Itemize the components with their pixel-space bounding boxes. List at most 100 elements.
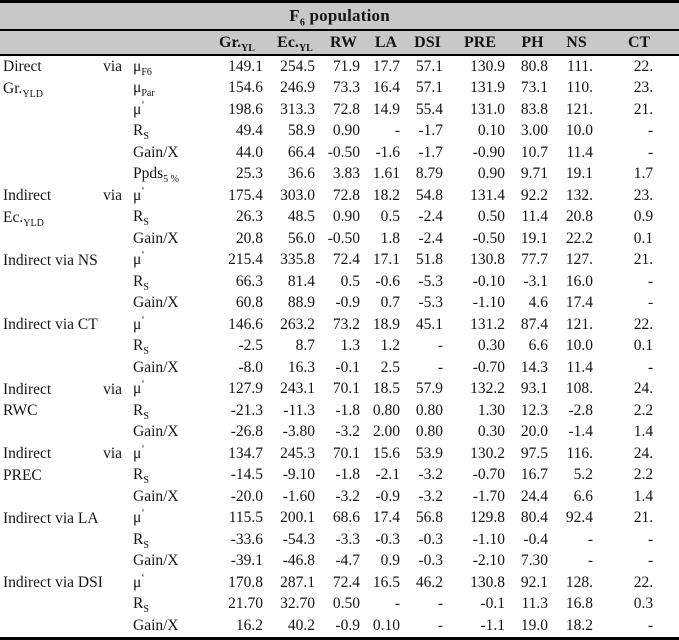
- table-row: μʻ 198.6 313.3 72.8 14.9 55.4 131.0 83.8 121. 21.: [0, 99, 679, 121]
- value-cell-dsi: 51.8: [415, 251, 443, 269]
- value-cell-ph: 11.4: [521, 208, 548, 226]
- table-row: Gain/X -20.0 -1.60 -3.2 -0.9 -3.2 -1.70 24.4 6.6…: [0, 486, 679, 508]
- value-cell-pre: -1.70: [472, 487, 505, 505]
- value-cell-gr-yl: 215.4: [228, 251, 263, 269]
- column-header-ec-yl: Ec.YL: [269, 30, 321, 56]
- param-label: Ppds5 %: [133, 165, 179, 185]
- value-cell-gr-yl: 134.7: [228, 444, 263, 462]
- value-cell-gr-yl: 149.1: [228, 57, 263, 75]
- param-label: Gain/X: [133, 423, 179, 441]
- group-label-indirect-via-ct: Indirect via CT: [3, 316, 98, 333]
- value-cell-rw: -0.9: [335, 294, 360, 312]
- value-cell-ec-yl: 254.5: [280, 57, 315, 75]
- value-cell-la: 0.10: [372, 616, 400, 634]
- value-cell-gr-yl: 170.8: [228, 573, 263, 591]
- value-cell-ph: 83.8: [520, 100, 548, 118]
- value-cell-ct: 21.: [633, 100, 654, 118]
- value-cell-la: 18.2: [372, 186, 400, 204]
- value-cell-dsi: -0.3: [418, 530, 443, 548]
- value-cell-ec-yl: 263.2: [280, 315, 315, 333]
- value-cell-gr-yl: 26.3: [235, 208, 263, 226]
- table-row: Indirect via LA μʻ 115.5 200.1 68.6 17.4 56.8 1…: [0, 508, 679, 530]
- value-cell-rw: 70.1: [332, 444, 360, 462]
- value-cell-ph: -3.1: [523, 272, 548, 290]
- param-label: RS: [133, 530, 149, 551]
- value-cell-ec-yl: 88.9: [287, 294, 315, 312]
- value-cell-ct: 21.: [633, 251, 654, 269]
- table-row: Gain/X -39.1 -46.8 -4.7 0.9 -0.3 -2.10 7.30 - -: [0, 551, 679, 573]
- value-cell-pre: 1.30: [477, 401, 505, 419]
- group-column-header-empty: [0, 30, 130, 56]
- value-cell-pre: -0.50: [472, 229, 505, 247]
- value-cell-la: 0.9: [380, 552, 400, 570]
- value-cell-ns: 20.8: [565, 208, 593, 226]
- value-cell-la: -2.1: [375, 466, 400, 484]
- group-label-indirect-via-ns: Indirect via NS: [3, 251, 98, 269]
- value-cell-la: 1.61: [372, 165, 400, 183]
- param-label: RS: [133, 466, 149, 486]
- value-cell-pre: 130.9: [470, 57, 505, 75]
- param-label: μʻ: [133, 572, 145, 591]
- value-cell-pre: 130.8: [470, 573, 505, 591]
- value-cell-gr-yl: 60.8: [235, 294, 263, 312]
- value-cell-rw: -4.7: [335, 552, 360, 570]
- value-cell-ec-yl: 56.0: [287, 229, 315, 247]
- param-label: μF6: [133, 57, 152, 78]
- value-cell-la: -: [394, 122, 400, 140]
- value-cell-la: -0.9: [375, 487, 400, 505]
- value-cell-pre: -0.70: [472, 358, 505, 376]
- value-cell-la: 1.8: [380, 229, 400, 247]
- value-cell-rw: 70.1: [332, 380, 360, 398]
- value-cell-ph: 10.7: [520, 143, 548, 161]
- value-cell-dsi: -2.4: [418, 229, 443, 247]
- value-cell-rw: 0.90: [332, 208, 360, 226]
- value-cell-gr-yl: -20.0: [230, 487, 263, 505]
- value-cell-ns: 110.: [566, 79, 593, 97]
- value-cell-ph: 73.1: [520, 79, 548, 97]
- param-label: Gain/X: [133, 143, 179, 161]
- value-cell-ns: 10.0: [565, 122, 593, 140]
- value-cell-rw: 0.5: [340, 272, 360, 290]
- value-cell-ns: -: [587, 530, 593, 548]
- value-cell-la: -0.6: [375, 272, 400, 290]
- value-cell-ec-yl: 303.0: [280, 186, 315, 204]
- param-label: μʻ: [133, 508, 145, 527]
- table-row: Indirect via Ec.YLD μʻ 175.4 303.0 72.8 18.2 54.…: [0, 185, 679, 228]
- value-cell-dsi: 54.8: [415, 186, 443, 204]
- value-cell-pre: -1.1: [480, 616, 505, 634]
- table-row: RS -14.5 -9.10 -1.8 -2.1 -3.2 -0.70 16.7 5.2 2.2: [0, 465, 679, 487]
- value-cell-ns: 127.: [565, 251, 593, 269]
- table-row: Indirect via PREC μʻ 134.7 245.3 70.1 15.6 53.9 1…: [0, 443, 679, 483]
- value-cell-dsi: -: [437, 595, 443, 613]
- param-label: Gain/X: [133, 487, 179, 505]
- value-cell-ph: 93.1: [520, 380, 548, 398]
- param-label: μʻ: [133, 185, 145, 204]
- table-row: Gain/X 44.0 66.4 -0.50 -1.6 -1.7 -0.90 10.7 11.4…: [0, 142, 679, 164]
- value-cell-ct: 22.: [633, 315, 654, 333]
- value-cell-ph: 4.6: [528, 294, 548, 312]
- value-cell-dsi: -5.3: [418, 294, 443, 312]
- value-cell-rw: 72.8: [332, 100, 360, 118]
- value-cell-ph: 24.4: [520, 487, 548, 505]
- value-cell-ns: 108.: [565, 380, 593, 398]
- value-cell-ns: 111.: [567, 57, 593, 75]
- table-row: Ppds5 % 25.3 36.6 3.83 1.61 8.79 0.90 9.71 19.1 1…: [0, 164, 679, 186]
- table-row: Indirect via CT μʻ 146.6 263.2 73.2 18.9 45.1 1…: [0, 314, 679, 336]
- value-cell-gr-yl: 66.3: [235, 272, 263, 290]
- value-cell-pre: -0.10: [472, 272, 505, 290]
- value-cell-ns: 128.: [565, 573, 593, 591]
- value-cell-pre: 132.2: [470, 380, 505, 398]
- value-cell-ns: 17.4: [565, 294, 593, 312]
- value-cell-dsi: -1.7: [418, 122, 443, 140]
- value-cell-ph: 97.5: [520, 444, 548, 462]
- value-cell-pre: 0.90: [477, 165, 505, 183]
- value-cell-ph: 92.2: [520, 186, 548, 204]
- table-row: RS 49.4 58.9 0.90- -1.7 0.10 3.00 10.0-: [0, 121, 679, 143]
- value-cell-ct: -: [647, 143, 654, 161]
- value-cell-dsi: -3.2: [418, 487, 443, 505]
- param-column-header-empty: [130, 30, 205, 56]
- table-row: RS 26.3 48.5 0.90 0.5 -2.4 0.50 11.4 20.8 0.9: [0, 207, 679, 229]
- value-cell-ns: 132.: [565, 186, 593, 204]
- value-cell-dsi: 56.8: [415, 509, 443, 527]
